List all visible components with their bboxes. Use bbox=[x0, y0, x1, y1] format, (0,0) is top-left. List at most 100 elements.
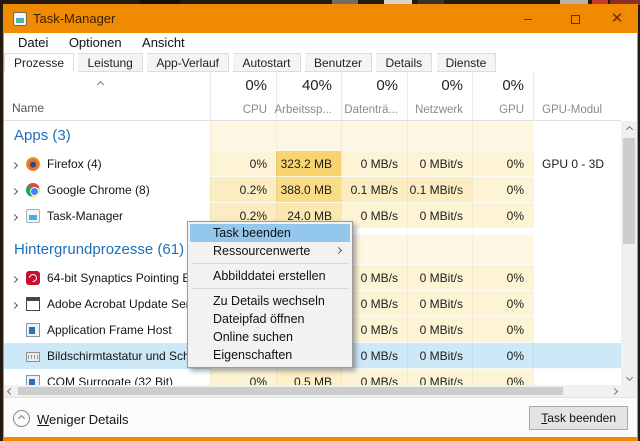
process-row-chrome[interactable]: Google Chrome (8) 0.2% 388.0 MB 0.1 MB/s… bbox=[4, 177, 621, 203]
expand-chevron-icon[interactable] bbox=[10, 155, 26, 173]
name-cell: COM Surrogate (32 Bit) bbox=[4, 369, 210, 385]
horizontal-scrollbar-thumb[interactable] bbox=[18, 387, 563, 395]
process-row-firefox[interactable]: Firefox (4) 0% 323.2 MB 0 MB/s 0 MBit/s … bbox=[4, 151, 621, 177]
process-name: 64-bit Synaptics Pointing Enh... bbox=[47, 271, 210, 285]
menu-item-ressourcenwerte[interactable]: Ressourcenwerte bbox=[190, 242, 350, 260]
scroll-down-icon[interactable] bbox=[621, 369, 637, 385]
network-value: 0 MBit/s bbox=[407, 343, 472, 369]
cpu-value: 0% bbox=[210, 369, 276, 385]
tab-details[interactable]: Details bbox=[376, 53, 433, 72]
column-network[interactable]: 0% Netzwerk bbox=[407, 72, 472, 121]
gpu-value: 0% bbox=[472, 177, 533, 203]
network-value: 0 MBit/s bbox=[407, 317, 472, 343]
process-name: Adobe Acrobat Update Servi... bbox=[47, 297, 209, 311]
network-label: Netzwerk bbox=[415, 104, 463, 116]
expand-chevron-icon[interactable] bbox=[10, 269, 26, 287]
cpu-total-percent: 0% bbox=[245, 77, 267, 94]
menu-ansicht[interactable]: Ansicht bbox=[142, 35, 185, 50]
window-app-icon bbox=[26, 323, 40, 337]
memory-total-percent: 40% bbox=[301, 77, 332, 94]
menu-bar: Datei Optionen Ansicht bbox=[4, 33, 637, 53]
expand-chevron-icon[interactable] bbox=[10, 207, 26, 225]
process-row-com-surrogate[interactable]: COM Surrogate (32 Bit) 0% 0.5 MB 0 MB/s … bbox=[4, 369, 621, 385]
menu-item-task-beenden[interactable]: Task beenden bbox=[190, 224, 350, 242]
task-manager-icon bbox=[26, 209, 40, 223]
tab-autostart[interactable]: Autostart bbox=[233, 53, 301, 72]
process-name: Application Frame Host bbox=[47, 323, 172, 337]
menu-item-zu-details-wechseln[interactable]: Zu Details wechseln bbox=[213, 294, 325, 308]
menu-item-eigenschaften[interactable]: Eigenschaften bbox=[213, 348, 293, 362]
menu-item-abbilddatei-erstellen[interactable]: Abbilddatei erstellen bbox=[213, 269, 326, 283]
menu-separator bbox=[191, 263, 349, 264]
fewer-details-toggle[interactable] bbox=[13, 410, 30, 427]
horizontal-scrollbar[interactable] bbox=[4, 385, 621, 397]
gpu-label: GPU bbox=[499, 104, 524, 116]
expand-chevron-icon[interactable] bbox=[10, 181, 26, 199]
menu-datei[interactable]: Datei bbox=[18, 35, 49, 50]
network-value: 0 MBit/s bbox=[407, 369, 472, 385]
table-header: Name 0% CPU 40% Arbeitssp... 0% Datenträ… bbox=[4, 72, 621, 121]
column-disk[interactable]: 0% Datenträ... bbox=[341, 72, 407, 121]
menu-item-online-suchen[interactable]: Online suchen bbox=[213, 330, 293, 344]
maximize-icon bbox=[570, 14, 580, 24]
tab-leistung[interactable]: Leistung bbox=[78, 53, 143, 72]
tab-prozesse[interactable]: Prozesse bbox=[4, 53, 75, 72]
maximize-button[interactable] bbox=[558, 4, 592, 33]
group-label: Apps (3) bbox=[14, 127, 71, 144]
firefox-icon bbox=[26, 157, 40, 171]
cpu-value: 0% bbox=[210, 151, 276, 177]
group-header-apps[interactable]: Apps (3) bbox=[4, 121, 621, 151]
status-bar: Weniger Details Task beenden bbox=[4, 397, 637, 437]
disk-total-percent: 0% bbox=[376, 77, 398, 94]
tab-dienste[interactable]: Dienste bbox=[436, 53, 497, 72]
network-value: 0 MBit/s bbox=[407, 291, 472, 317]
gpu-module-value bbox=[533, 203, 621, 229]
desktop-background-strip bbox=[0, 0, 640, 5]
process-name: COM Surrogate (32 Bit) bbox=[47, 375, 174, 385]
tab-benutzer[interactable]: Benutzer bbox=[304, 53, 372, 72]
name-cell: Google Chrome (8) bbox=[4, 177, 210, 203]
column-name[interactable]: Name bbox=[12, 101, 45, 115]
column-gpu[interactable]: 0% GPU bbox=[472, 72, 533, 121]
column-memory[interactable]: 40% Arbeitssp... bbox=[274, 72, 341, 121]
gpu-module-value bbox=[533, 177, 621, 203]
menu-item-dateipfad-oeffnen[interactable]: Dateipfad öffnen bbox=[213, 312, 305, 326]
memory-label: Arbeitssp... bbox=[274, 104, 332, 116]
title-bar[interactable]: Task-Manager – ✕ bbox=[3, 4, 638, 33]
scroll-right-icon[interactable] bbox=[608, 385, 621, 397]
minimize-button[interactable]: – bbox=[524, 10, 532, 26]
scroll-up-icon[interactable] bbox=[621, 121, 637, 137]
name-cell: Bildschirmtastatur und Schreibb... bbox=[4, 343, 210, 369]
fewer-details-label[interactable]: Weniger Details bbox=[37, 412, 129, 427]
tab-app-verlauf[interactable]: App-Verlauf bbox=[147, 53, 230, 72]
gpu-value: 0% bbox=[472, 265, 533, 291]
gpu-module-value: GPU 0 - 3D bbox=[533, 151, 621, 177]
gpu-value: 0% bbox=[472, 291, 533, 317]
memory-value: 0.5 MB bbox=[276, 369, 341, 385]
close-button[interactable]: ✕ bbox=[610, 10, 624, 27]
process-list: Apps (3) Firefox (4) 0% 323.2 MB 0 MB/s … bbox=[4, 121, 621, 385]
column-cpu[interactable]: 0% CPU bbox=[210, 72, 276, 121]
menu-optionen[interactable]: Optionen bbox=[68, 35, 122, 50]
window-title: Task-Manager bbox=[33, 11, 116, 26]
vertical-scrollbar-thumb[interactable] bbox=[623, 138, 635, 244]
menu-separator bbox=[191, 288, 349, 289]
context-menu: Task beenden Ressourcenwerte Abbilddatei… bbox=[187, 221, 353, 368]
gpu-value: 0% bbox=[472, 203, 533, 229]
gpu-value: 0% bbox=[472, 317, 533, 343]
end-task-button-label: Task beenden bbox=[541, 411, 616, 425]
menu-item-label: Ressourcenwerte bbox=[213, 244, 311, 258]
process-name: Google Chrome (8) bbox=[47, 183, 150, 197]
window-app-icon bbox=[26, 375, 40, 385]
column-gpu-module[interactable]: GPU-Modul bbox=[533, 72, 621, 121]
end-task-button[interactable]: Task beenden bbox=[529, 406, 628, 430]
task-manager-app-icon bbox=[13, 12, 27, 26]
disk-value: 0 MB/s bbox=[341, 151, 407, 177]
scroll-left-icon[interactable] bbox=[4, 385, 17, 397]
process-row-task-manager[interactable]: Task-Manager 0.2% 24.0 MB 0 MB/s 0 MBit/… bbox=[4, 203, 621, 229]
window-body: Datei Optionen Ansicht Prozesse Leistung… bbox=[4, 33, 637, 437]
name-cell: Application Frame Host bbox=[4, 317, 210, 343]
expand-chevron-icon[interactable] bbox=[10, 295, 26, 313]
vertical-scrollbar[interactable] bbox=[621, 121, 637, 385]
gpu-value: 0% bbox=[472, 369, 533, 385]
